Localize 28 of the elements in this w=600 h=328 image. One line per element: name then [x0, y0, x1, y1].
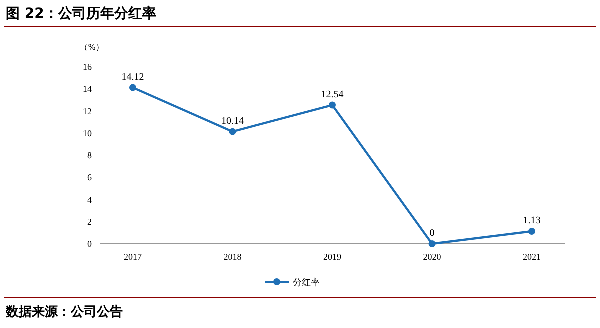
- x-tick-label: 2017: [124, 252, 142, 262]
- x-tick-label: 2019: [324, 252, 342, 262]
- data-label: 10.14: [222, 116, 244, 127]
- point: [428, 240, 436, 248]
- point: [329, 102, 336, 109]
- y-tick-label: 6: [88, 172, 92, 183]
- y-tick-label: 2: [88, 216, 92, 227]
- data-label: 0: [430, 228, 435, 239]
- x-tick-label: 2021: [523, 252, 541, 262]
- point: [528, 228, 536, 235]
- data-label: 1.13: [523, 216, 541, 226]
- point: [130, 84, 136, 92]
- y-tick-label: 10: [83, 128, 92, 138]
- y-tick-label: 4: [88, 194, 92, 205]
- legend-label: 分红率: [293, 278, 320, 288]
- y-tick-label: 12: [83, 106, 92, 116]
- x-tick-label: 2020: [423, 252, 442, 262]
- source-note: 数据来源：公司公告: [5, 304, 123, 320]
- y-tick-label: 0: [88, 239, 92, 249]
- y-axis-title: （%）: [80, 43, 104, 52]
- y-tick-label: 16: [83, 62, 92, 72]
- chart-title: 图 22：公司历年分红率: [6, 5, 156, 22]
- x-tick-label: 2018: [224, 252, 242, 262]
- data-label: 14.12: [122, 72, 144, 83]
- y-tick-label: 8: [88, 150, 92, 160]
- point: [229, 128, 236, 136]
- y-tick-label: 14: [83, 84, 92, 94]
- data-label: 12.54: [321, 89, 344, 100]
